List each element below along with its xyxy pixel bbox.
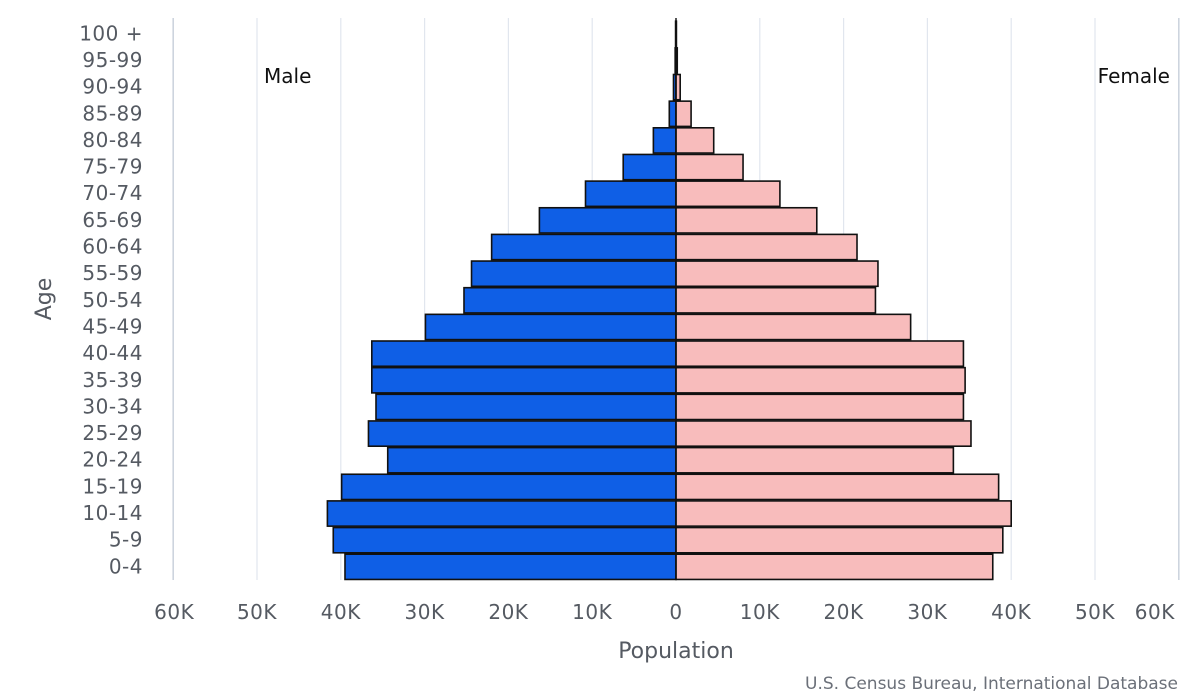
x-tick-label: 40K (321, 600, 361, 624)
y-tick-label: 40-44 (82, 341, 143, 365)
male-bar (344, 553, 677, 581)
y-tick-label: 5-9 (109, 528, 143, 552)
y-tick-label: 70-74 (82, 181, 143, 205)
male-bar (490, 233, 677, 261)
x-tick-label: 30K (405, 600, 445, 624)
male-bar (326, 500, 677, 527)
y-tick-label: 95-99 (82, 48, 143, 72)
female-bar (675, 206, 818, 234)
y-axis-title: Age (32, 278, 57, 321)
x-tick-label: 60K (1135, 600, 1175, 624)
female-bar (675, 233, 858, 261)
male-bar (538, 206, 677, 234)
male-bar (584, 180, 677, 208)
male-bar (340, 473, 677, 501)
y-tick-label: 55-59 (82, 261, 143, 285)
male-bar (371, 340, 677, 368)
male-bar (367, 420, 677, 448)
y-tick-label: 50-54 (82, 288, 143, 312)
male-bar (652, 127, 677, 154)
female-bar (675, 286, 877, 314)
x-tick-label: 60K (154, 600, 194, 624)
x-axis-tick-labels: 60K 50K 40K 30K 20K 10K 0 10K 20K 30K 40K 50K 60K (154, 600, 1175, 624)
x-tick-label: 20K (488, 600, 528, 624)
female-bar (675, 153, 744, 181)
x-tick-label: 10K (572, 600, 612, 624)
y-tick-label: 60-64 (82, 235, 143, 259)
x-tick-label: 10K (740, 600, 780, 624)
female-bar (675, 500, 1013, 527)
female-bar (675, 526, 1004, 554)
female-bar (675, 420, 972, 448)
male-bar (386, 446, 677, 474)
male-bar (463, 286, 677, 314)
y-tick-label: 65-69 (82, 208, 143, 232)
male-bar (332, 526, 677, 554)
y-tick-label: 45-49 (82, 314, 143, 338)
bars (326, 18, 1013, 581)
x-tick-label: 30K (907, 600, 947, 624)
x-tick-label: 40K (991, 600, 1031, 624)
legend-male-label: Male (264, 64, 311, 88)
female-bar (675, 366, 966, 394)
female-bar (675, 260, 879, 288)
female-bar (675, 553, 994, 581)
y-tick-label: 0-4 (109, 554, 143, 578)
y-tick-label: 15-19 (82, 474, 143, 498)
y-tick-label: 25-29 (82, 421, 143, 445)
y-tick-label: 90-94 (82, 75, 143, 99)
female-bar (675, 446, 955, 474)
y-tick-label: 75-79 (82, 155, 143, 179)
male-bar (470, 260, 677, 288)
female-bar (675, 313, 912, 341)
male-bar (375, 393, 677, 421)
male-bar (424, 313, 677, 341)
legend-female-label: Female (1098, 64, 1170, 88)
y-tick-label: 20-24 (82, 448, 143, 472)
y-tick-label: 80-84 (82, 128, 143, 152)
female-bar (675, 393, 965, 421)
x-axis-title: Population (618, 639, 734, 664)
female-bar (675, 340, 965, 368)
male-bar (371, 366, 677, 394)
y-tick-label: 10-14 (82, 501, 143, 525)
y-tick-label: 35-39 (82, 368, 143, 392)
y-tick-label: 100 + (79, 21, 143, 45)
male-bar (668, 100, 677, 128)
male-bar (622, 153, 677, 181)
y-tick-label: 30-34 (82, 394, 143, 418)
x-tick-label: 20K (824, 600, 864, 624)
y-tick-label: 85-89 (82, 101, 143, 125)
female-bar (675, 127, 715, 154)
x-tick-label: 50K (237, 600, 277, 624)
source-credit: U.S. Census Bureau, International Databa… (805, 674, 1178, 694)
female-bar (675, 180, 781, 208)
x-tick-label: 50K (1075, 600, 1115, 624)
female-bar (675, 473, 1000, 501)
x-tick-label: 0 (669, 600, 682, 624)
female-bar (675, 100, 692, 128)
